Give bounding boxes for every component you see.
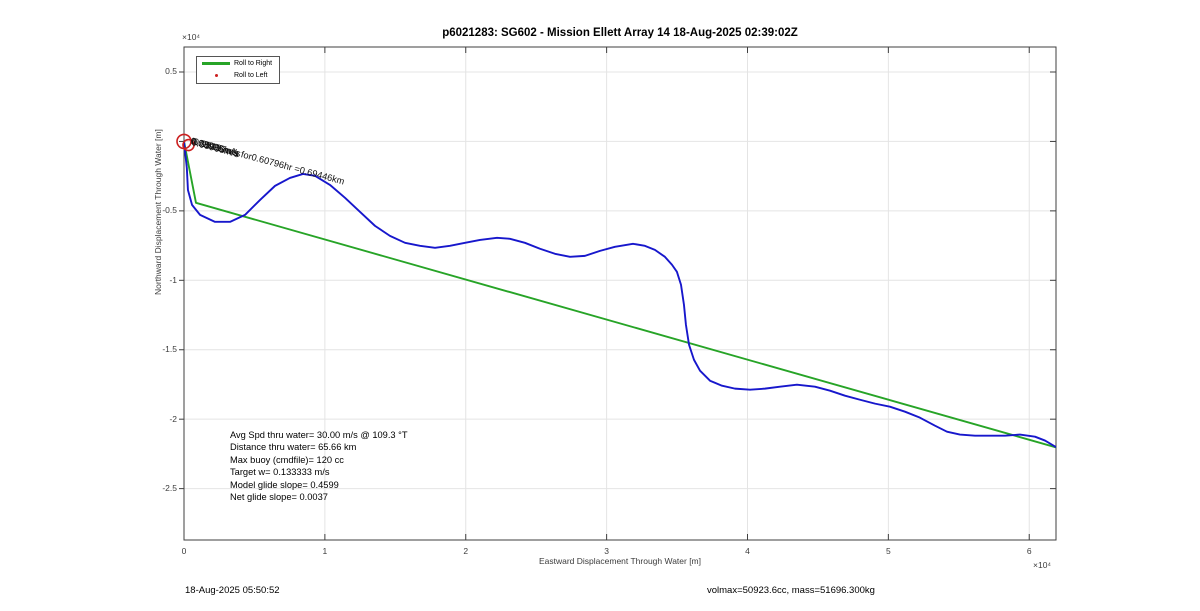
y-tick-label: -1.5 [162,344,177,355]
annotation-line: Max buoy (cmdfile)= 120 cc [230,454,344,465]
legend: Roll to Right Roll to Left [196,56,280,84]
y-tick-label: -2.5 [162,483,177,494]
axes-box [183,46,1057,541]
annotation-line: Model glide slope= 0.4599 [230,479,339,490]
dive-start-marker-2 [182,138,195,152]
series-course-through-water-roll-right [184,140,1056,449]
x-tick-label: 0 [181,546,187,556]
legend-label-roll-right: Roll to Right [234,59,273,67]
x-tick-label: 3 [604,546,609,556]
y-axis-label: Northward Displacement Through Water [m] [153,129,163,295]
x-tick-label: 5 [885,546,891,556]
y-tick-label: -0.5 [162,205,177,216]
legend-line-icon [202,61,230,65]
x-tick-label: 4 [745,546,750,556]
x-tick-label: 1 [322,546,328,556]
y-axis-scale-label: ×10⁴ [182,32,201,42]
x-axis-scale-label: ×10⁴ [1033,560,1052,570]
plot-timestamp: 18-Aug-2025 05:50:52 [185,585,280,596]
x-axis-label: Eastward Displacement Through Water [m] [538,556,702,566]
volmax-mass-text: volmax=50923.6cc, mass=51696.300kg [707,585,875,596]
y-tick-label: -2 [169,413,177,424]
legend-entry-roll-left: Roll to Left [197,69,279,81]
legend-dot-icon [214,73,218,77]
chart-title: p6021283: SG602 - Mission Ellett Array 1… [442,27,798,39]
stats-annotation-block: Avg Spd thru water= 30.00 m/s @ 109.3 °T… [230,429,408,503]
series-track-through-water [184,140,1056,449]
annotation-line: Net glide slope= 0.0037 [230,492,328,503]
y-tick-label: -1 [169,274,177,285]
legend-label-roll-left: Roll to Left [234,71,268,79]
x-tick-label: 2 [463,546,469,556]
y-tick-label: 0.5 [165,66,177,77]
legend-entry-roll-right: Roll to Right [197,57,279,69]
legend-dot-icon-wrap [202,72,230,79]
annotation-line: Target w= 0.133333 m/s [230,467,330,478]
x-tick-label: 6 [1026,546,1032,556]
annotation-line: Distance thru water= 65.66 km [230,442,357,453]
annotation-line: Avg Spd thru water= 30.00 m/s @ 109.3 °T [230,430,408,440]
